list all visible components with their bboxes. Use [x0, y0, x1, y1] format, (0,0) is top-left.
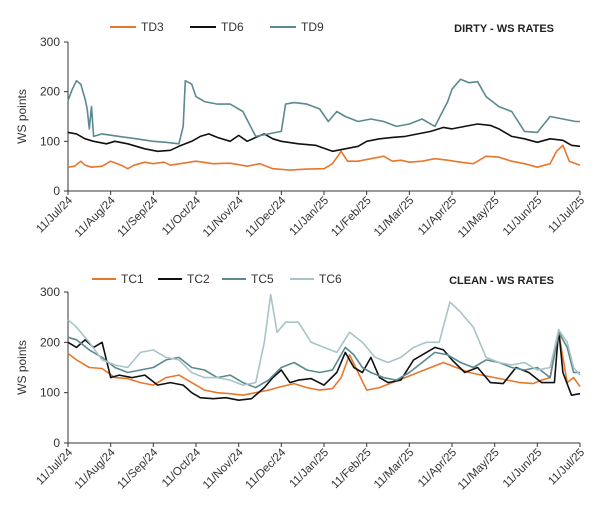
- series-line-tc2: [67, 329, 581, 401]
- y-axis-label: WS points: [15, 89, 29, 144]
- series-line-td6: [67, 123, 581, 153]
- x-tick-label: 11/Jun/25: [501, 195, 545, 239]
- series-line-tc6: [67, 293, 581, 386]
- chart-title: CLEAN - WS RATES: [449, 275, 554, 287]
- x-tick-label: 11/Nov/24: [201, 446, 246, 491]
- x-tick-label: 11/Oct/24: [160, 194, 204, 238]
- series-line-tc1: [67, 331, 581, 396]
- legend-label-td9: TD9: [301, 20, 324, 34]
- x-tick-label: 11/Apr/25: [416, 447, 459, 490]
- legend-label-tc1: TC1: [121, 272, 144, 286]
- x-tick-label: 11/Dec/24: [243, 446, 288, 491]
- y-tick-label: 200: [40, 335, 60, 349]
- x-tick-label: 11/Mar/25: [372, 195, 417, 240]
- series-line-td3: [67, 144, 581, 171]
- x-tick-label: 11/Feb/25: [329, 195, 374, 240]
- x-tick-label: 11/Sep/24: [115, 194, 160, 239]
- series-line-tc5: [67, 331, 580, 389]
- x-tick-label: 11/Sep/24: [115, 446, 160, 491]
- x-tick-label: 11/Aug/24: [73, 194, 118, 239]
- legend-label-td3: TD3: [141, 20, 164, 34]
- x-tick-label: 11/Jul/25: [546, 195, 587, 236]
- x-tick-label: 11/Jul/25: [546, 447, 587, 488]
- series-line-td9: [67, 78, 580, 145]
- y-axis-label: WS points: [15, 340, 29, 395]
- x-tick-label: 11/May/25: [456, 195, 502, 241]
- legend-label-tc2: TC2: [187, 272, 210, 286]
- y-tick-label: 0: [53, 436, 60, 450]
- x-tick-label: 11/Nov/24: [201, 194, 246, 239]
- x-tick-label: 11/May/25: [456, 447, 502, 493]
- y-tick-label: 0: [53, 184, 60, 198]
- x-tick-label: 11/Feb/25: [329, 447, 374, 492]
- chart-title: DIRTY - WS RATES: [454, 23, 554, 35]
- x-tick-label: 11/Jun/25: [501, 447, 545, 491]
- legend-label-tc5: TC5: [251, 272, 274, 286]
- x-tick-label: 11/Jan/25: [288, 195, 332, 239]
- legend-label-td6: TD6: [221, 20, 244, 34]
- y-tick-label: 100: [40, 386, 60, 400]
- x-tick-label: 11/Jul/24: [34, 194, 75, 235]
- x-tick-label: 11/Oct/24: [160, 446, 204, 490]
- x-tick-label: 11/Jan/25: [288, 447, 332, 491]
- x-tick-label: 11/Apr/25: [416, 195, 459, 238]
- x-tick-label: 11/Jul/24: [34, 446, 75, 487]
- y-tick-label: 200: [40, 85, 60, 99]
- x-tick-label: 11/Dec/24: [243, 194, 288, 239]
- x-tick-label: 11/Aug/24: [73, 446, 118, 491]
- y-tick-label: 300: [40, 285, 60, 299]
- legend-label-tc6: TC6: [319, 272, 342, 286]
- y-tick-label: 300: [40, 35, 60, 49]
- x-tick-label: 11/Mar/25: [372, 447, 417, 492]
- y-tick-label: 100: [40, 134, 60, 148]
